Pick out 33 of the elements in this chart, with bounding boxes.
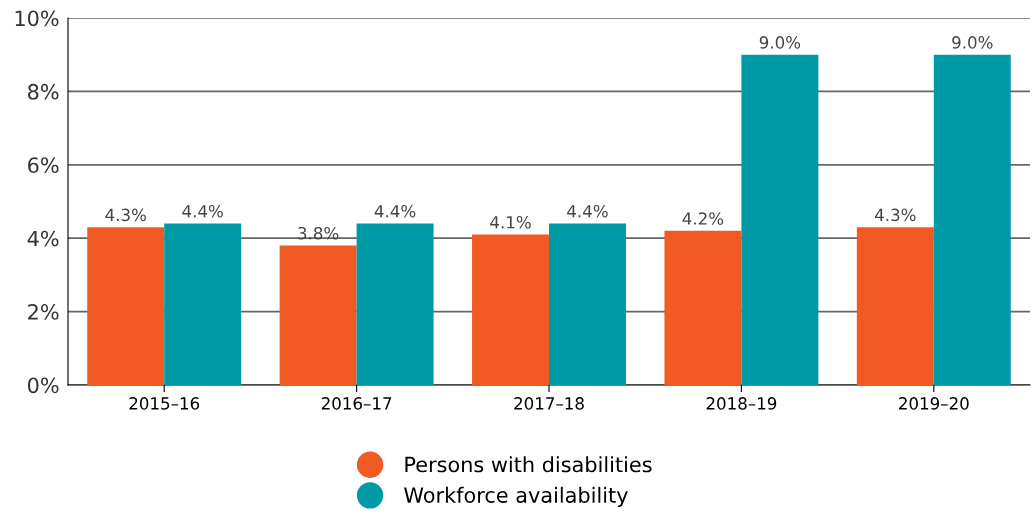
bar xyxy=(856,227,934,385)
data-label: 9.0% xyxy=(759,36,801,49)
legend-label: Workforce availability xyxy=(404,486,628,507)
x-tick-label: 2019–20 xyxy=(899,397,969,410)
bar xyxy=(933,54,1011,385)
data-label: 4.4% xyxy=(567,204,608,218)
data-label: 4.2% xyxy=(682,212,724,225)
data-label: 4.3% xyxy=(105,208,146,222)
y-tick-label: 10% xyxy=(15,10,59,27)
x-tick-label: 2015–16 xyxy=(129,397,200,410)
y-tick-label: 4% xyxy=(27,230,59,247)
y-tick-label: 2% xyxy=(28,304,59,320)
data-label: 9.0% xyxy=(952,36,993,49)
x-tick-label: 2017–18 xyxy=(514,397,584,410)
legend-label: Persons with disabilities xyxy=(405,456,652,473)
data-label: 4.4% xyxy=(374,204,416,218)
data-label: 3.8% xyxy=(298,226,339,240)
bar xyxy=(87,227,165,385)
bar xyxy=(164,223,242,385)
bar xyxy=(472,234,549,385)
bar xyxy=(279,245,357,385)
data-label: 4.1% xyxy=(490,215,531,229)
y-tick-label: 0% xyxy=(27,377,59,394)
y-tick-label: 6% xyxy=(28,157,59,174)
bar xyxy=(549,223,626,385)
bar xyxy=(356,223,434,385)
x-tick-label: 2018–19 xyxy=(706,397,777,410)
bar xyxy=(741,54,819,385)
data-label: 4.4% xyxy=(182,204,223,218)
y-tick-label: 8% xyxy=(28,83,59,100)
data-label: 4.3% xyxy=(874,208,916,222)
bar xyxy=(664,230,742,385)
x-tick-label: 2016–17 xyxy=(321,397,392,410)
